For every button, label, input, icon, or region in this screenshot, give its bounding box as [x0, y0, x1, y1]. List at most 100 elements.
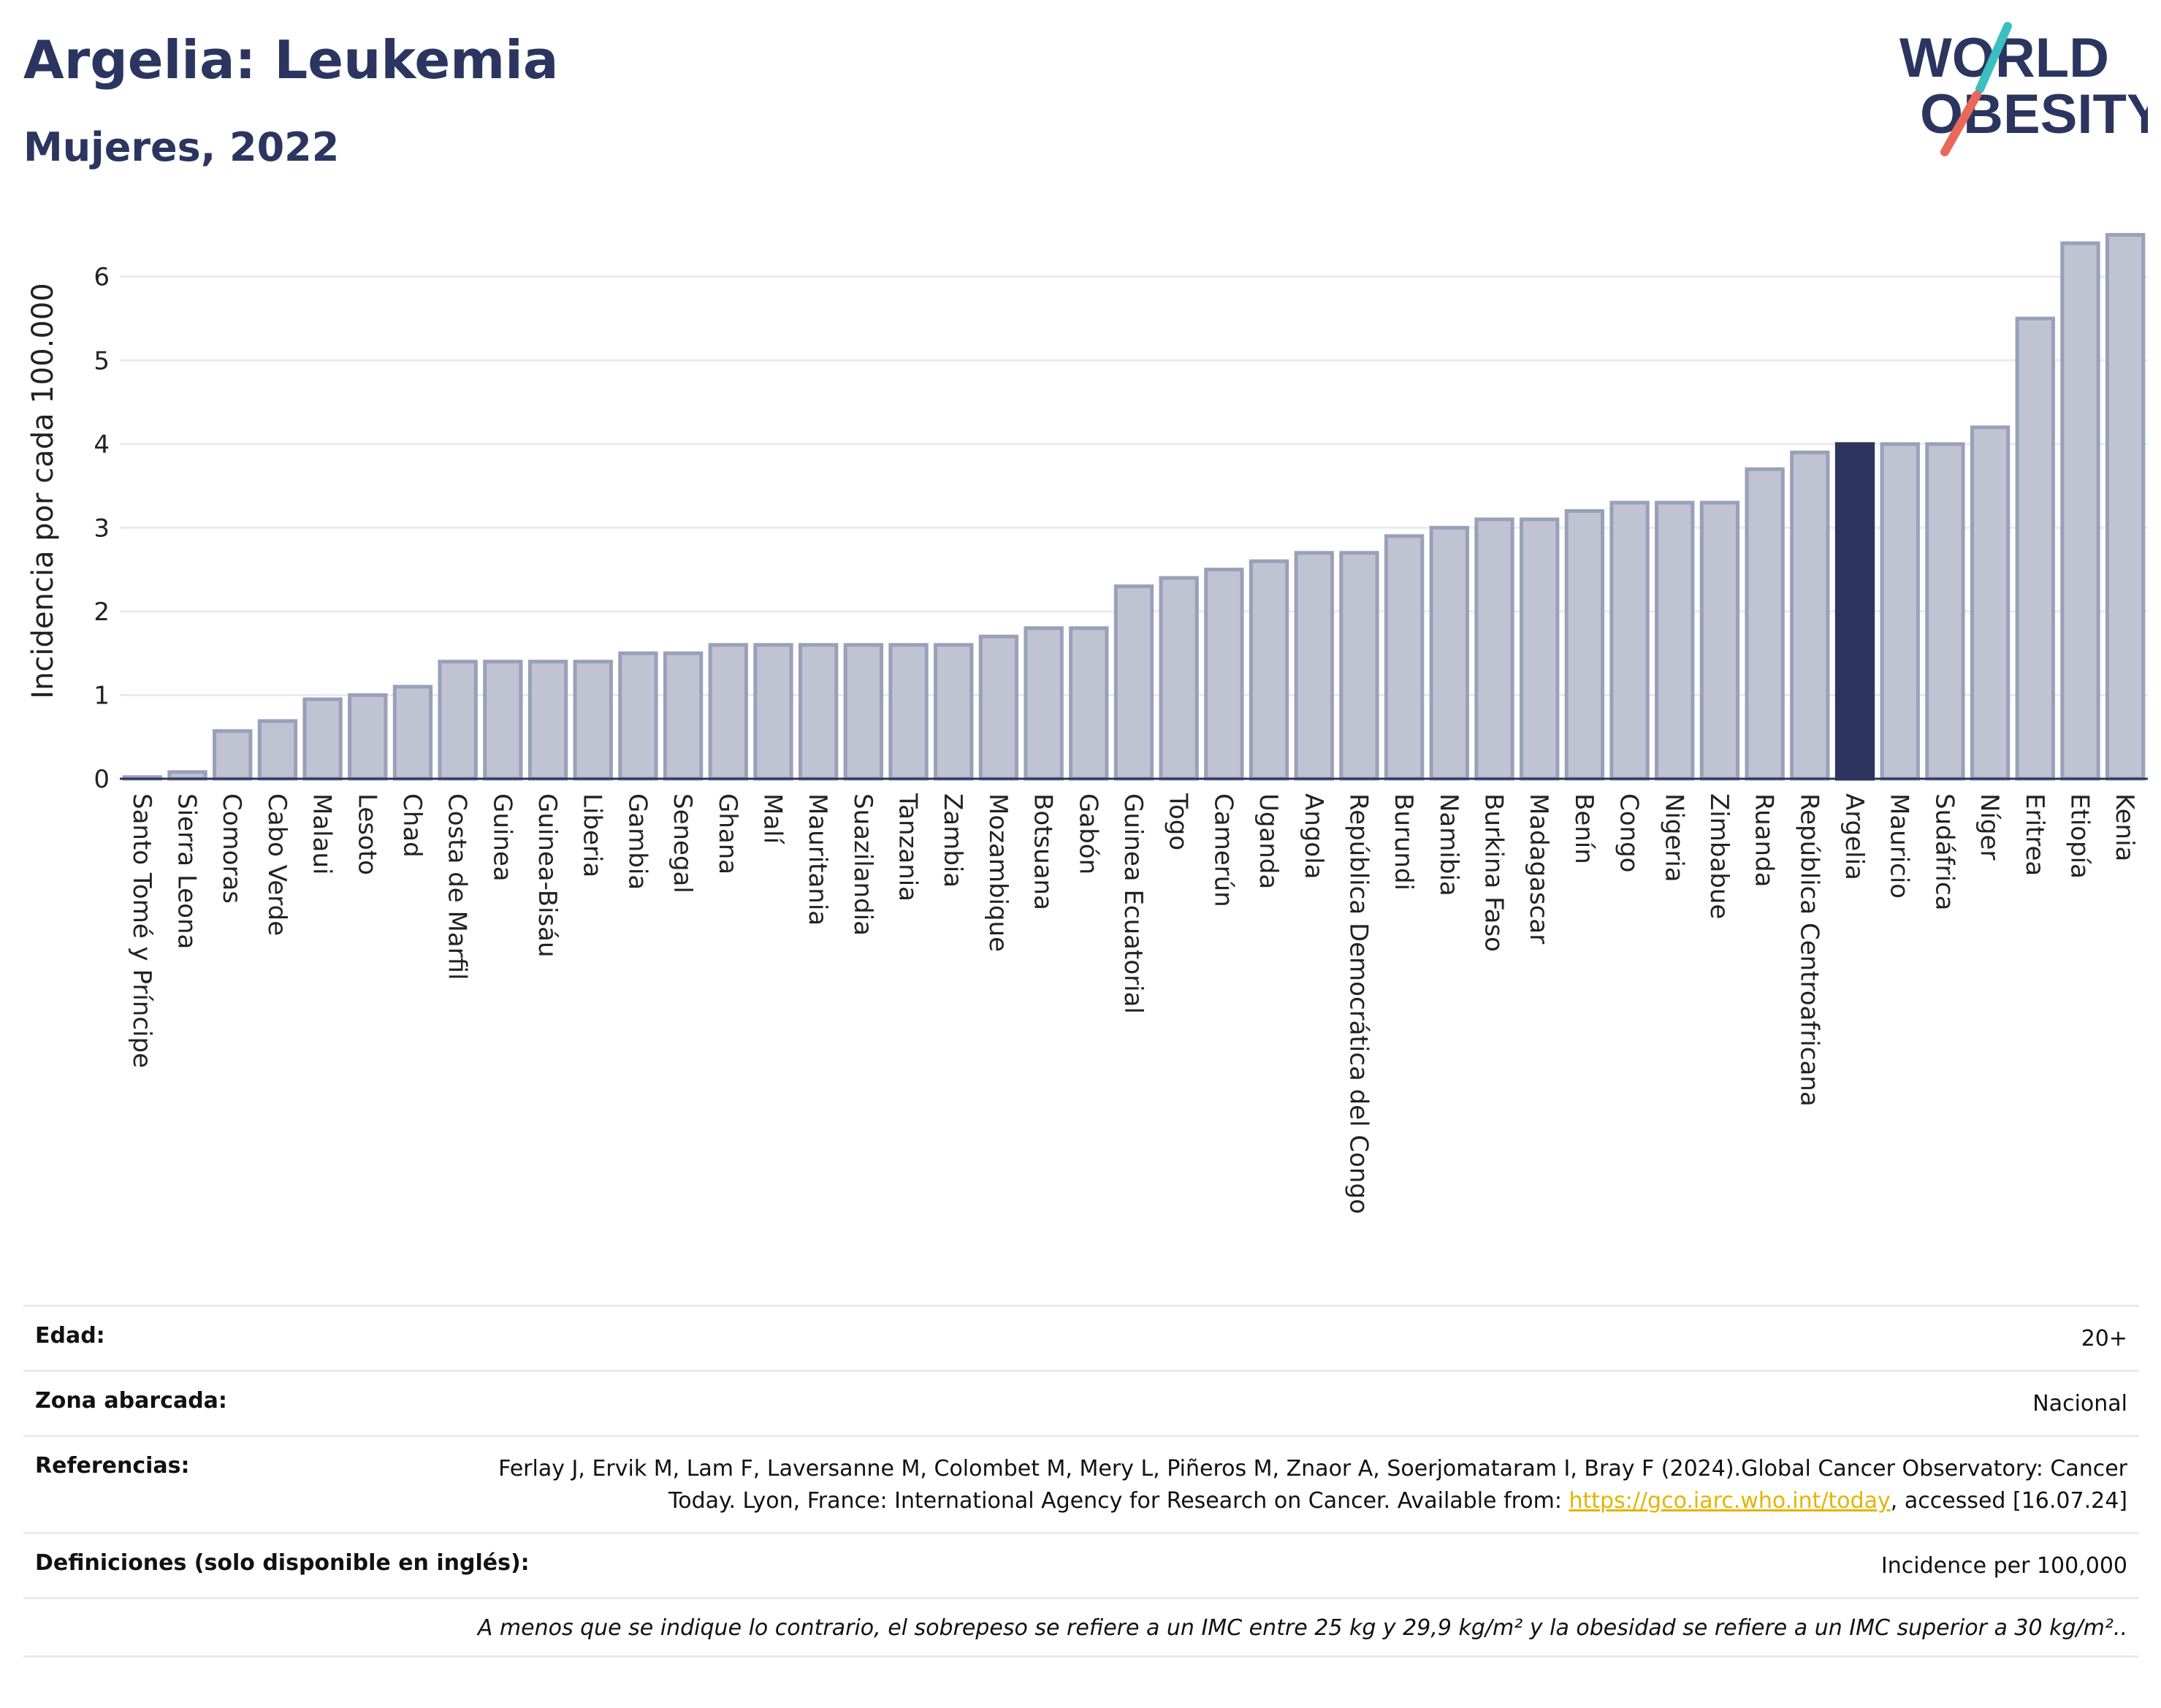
logo-slash-bottom [1940, 91, 1981, 156]
bar [2060, 241, 2100, 781]
page-subtitle: Mujeres, 2022 [23, 124, 340, 170]
x-tick-label: Angola [1299, 793, 1328, 879]
bar [1699, 500, 1740, 781]
x-tick-label: Congo [1615, 793, 1644, 872]
bar [1159, 576, 1199, 781]
bar [934, 643, 974, 781]
x-tick-label: Lesoto [352, 793, 381, 875]
bar [1880, 442, 1920, 781]
bar [527, 660, 568, 781]
bar [978, 634, 1019, 781]
y-tick-label: 5 [94, 346, 110, 375]
bar [1970, 425, 2011, 781]
x-tick-label: Comoras [217, 793, 246, 904]
x-tick-label: Sudáfrica [1929, 793, 1959, 910]
bar [1564, 508, 1605, 781]
x-tick-label: Liberia [578, 793, 607, 877]
x-tick-label: Santo Tomé y Príncipe [127, 793, 156, 1068]
x-tick-label: Gambia [622, 793, 652, 890]
references-value: Ferlay J, Ervik M, Lam F, Laversanne M, … [447, 1453, 2127, 1517]
y-tick-label: 0 [94, 765, 110, 794]
x-tick-label: Guinea-Bisáu [533, 793, 562, 958]
bar [888, 643, 929, 781]
bar [1655, 500, 1695, 781]
bar [799, 643, 839, 781]
x-tick-label: Gabón [1073, 793, 1102, 874]
references-link[interactable]: https://gco.iarc.who.int/today [1569, 1488, 1891, 1514]
y-tick-label: 3 [94, 514, 110, 543]
y-tick-label: 6 [94, 263, 110, 292]
age-label: Edad: [35, 1323, 105, 1349]
bar [1384, 534, 1425, 781]
area-value: Nacional [2032, 1391, 2127, 1417]
info-row-definitions: Definiciones (solo disponible en inglés)… [23, 1532, 2139, 1597]
y-tick-labels: 0 1 2 3 4 5 6 [94, 263, 110, 794]
bar [1339, 551, 1379, 781]
x-tick-label: Uganda [1254, 793, 1283, 889]
bar [1204, 568, 1244, 781]
x-tick-label: Suazilandia [848, 793, 877, 936]
bar [1069, 626, 1109, 781]
y-tick-label: 1 [94, 681, 110, 710]
x-tick-label: República Democrática del Congo [1344, 793, 1373, 1214]
x-tick-label: Etiopía [2065, 793, 2094, 879]
world-obesity-logo: WORLD OBESITY [1899, 22, 2148, 156]
x-tick-label: Camerún [1208, 793, 1238, 907]
y-tick-label: 4 [94, 430, 110, 460]
bar [257, 719, 298, 781]
area-label: Zona abarcada: [35, 1388, 227, 1414]
x-tick-label: Benín [1569, 793, 1598, 864]
x-tick-label: Sierra Leona [172, 793, 202, 949]
x-tick-label: Zimbabue [1704, 793, 1734, 919]
definitions-value: Incidence per 100,000 [1880, 1553, 2127, 1579]
y-tick-label: 2 [94, 598, 110, 627]
info-table: Edad: 20+ Zona abarcada: Nacional Refere… [23, 1305, 2139, 1658]
bar [1609, 500, 1650, 781]
x-tick-label: Argelia [1840, 793, 1869, 880]
x-tick-label: Malí [758, 793, 787, 845]
x-tick-label: Nigeria [1659, 793, 1688, 882]
x-tick-label: Madagascar [1524, 793, 1553, 944]
x-tick-label: Mauricio [1885, 793, 1914, 899]
x-tick-label: Eritrea [2020, 793, 2049, 876]
age-value: 20+ [2081, 1326, 2127, 1351]
bar [753, 643, 793, 781]
info-row-area: Zona abarcada: Nacional [23, 1370, 2139, 1435]
bar [2015, 316, 2055, 781]
bar [302, 697, 343, 781]
x-tick-labels: Santo Tomé y Príncipe Sierra Leona Comoras… [127, 793, 2139, 1214]
x-tick-label: Mauritania [803, 793, 832, 926]
x-tick-label: Costa de Marfil [443, 793, 472, 980]
bar [1294, 551, 1334, 781]
bar [2105, 232, 2146, 781]
bar [348, 693, 388, 781]
x-tick-label: Botsuana [1029, 793, 1058, 910]
bar [1429, 525, 1469, 781]
references-text: Ferlay J, Ervik M, Lam F, Laversanne M, … [498, 1456, 2127, 1514]
x-tick-label: Ghana [713, 793, 742, 874]
x-tick-label: Kenia [2110, 793, 2139, 861]
bar [1024, 626, 1064, 781]
footnote: A menos que se indique lo contrario, el … [477, 1615, 2127, 1641]
bar [1925, 442, 1965, 781]
references-accessed: , accessed [16.07.24] [1890, 1488, 2127, 1514]
bars [122, 232, 2146, 781]
x-tick-label: Burkina Faso [1479, 793, 1509, 952]
x-tick-label: Senegal [668, 793, 697, 893]
x-tick-label: Guinea [487, 793, 517, 882]
x-tick-label: Níger [1975, 793, 2004, 860]
bar [1520, 517, 1560, 781]
logo-slash-top [1975, 22, 2012, 94]
x-tick-label: Mozambique [983, 793, 1013, 952]
info-row-note: A menos que se indique lo contrario, el … [23, 1597, 2139, 1658]
x-tick-label: Namibia [1434, 793, 1463, 896]
bar [1474, 517, 1514, 781]
bar [663, 651, 704, 781]
bar-chart: 0 1 2 3 4 5 6 Santo Tomé y Príncipe Sierra Leon… [26, 232, 2148, 1214]
bar [392, 685, 433, 781]
x-tick-label: Chad [397, 793, 427, 858]
x-tick-label: Togo [1164, 793, 1193, 850]
page-title: Argelia: Leukemia [23, 29, 559, 91]
references-label: Referencias: [35, 1453, 190, 1479]
bar-highlighted [1834, 442, 1875, 781]
